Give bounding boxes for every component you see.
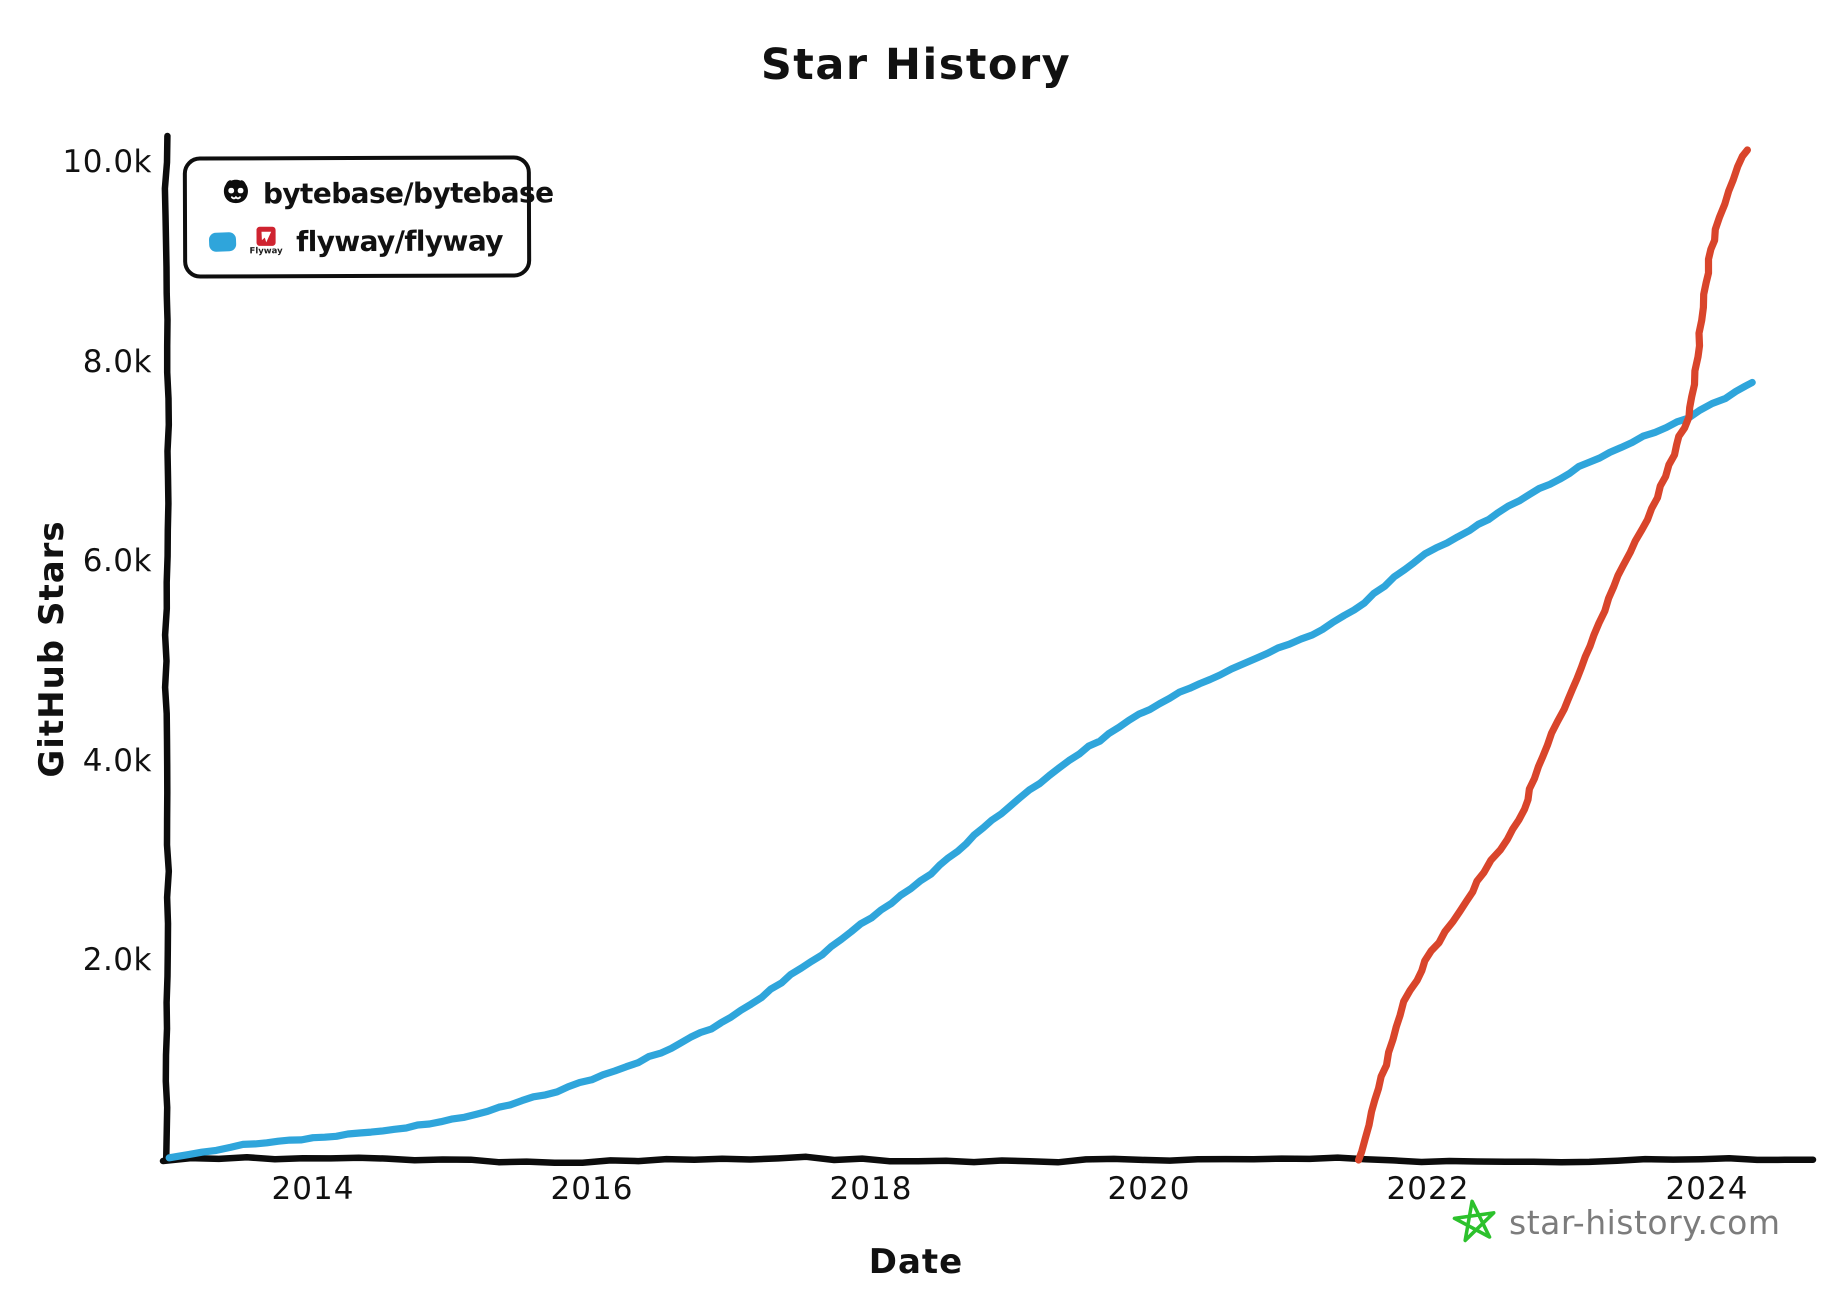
legend-item-bytebase: bytebase/bytebase bbox=[208, 171, 554, 214]
x-tick-2022: 2022 bbox=[1386, 1171, 1470, 1207]
series-line-bytebase bbox=[1355, 146, 1751, 1164]
legend-label-flyway: flyway/flyway bbox=[296, 223, 503, 258]
bytebase-color-swatch bbox=[208, 184, 210, 204]
github-octocat-icon bbox=[218, 175, 254, 211]
flyway-logo-icon: Flyway bbox=[245, 226, 287, 256]
flyway-color-swatch bbox=[208, 231, 237, 252]
x-tick-2018: 2018 bbox=[829, 1171, 913, 1207]
star-icon bbox=[1452, 1199, 1496, 1243]
legend-item-flyway: Flyway flyway/flyway bbox=[208, 219, 517, 262]
x-tick-2020: 2020 bbox=[1107, 1171, 1191, 1207]
y-tick-2k: 2.0k bbox=[82, 942, 152, 978]
y-tick-8k: 8.0k bbox=[82, 344, 152, 380]
y-axis-title: GitHub Stars bbox=[32, 520, 72, 778]
legend-label-bytebase: bytebase/bytebase bbox=[262, 175, 554, 210]
x-tick-2014: 2014 bbox=[271, 1171, 355, 1207]
x-axis-title: Date bbox=[868, 1242, 964, 1282]
y-tick-4k: 4.0k bbox=[82, 743, 152, 779]
x-tick-2024: 2024 bbox=[1665, 1171, 1749, 1207]
footer-site-label: star-history.com bbox=[1509, 1202, 1781, 1242]
y-axis-line bbox=[161, 132, 173, 1164]
x-axis-line bbox=[159, 1153, 1817, 1166]
y-tick-6k: 6.0k bbox=[82, 543, 152, 579]
y-tick-10k: 10.0k bbox=[62, 144, 152, 180]
flyway-caption: Flyway bbox=[249, 246, 283, 257]
page-title: Star History bbox=[760, 40, 1072, 90]
legend-box: bytebase/bytebase Flyway flyway/flyway bbox=[182, 155, 554, 279]
star-history-link[interactable]: star-history.com bbox=[1452, 1198, 1780, 1246]
x-tick-2016: 2016 bbox=[550, 1171, 634, 1207]
series-line-flyway bbox=[165, 378, 1756, 1162]
